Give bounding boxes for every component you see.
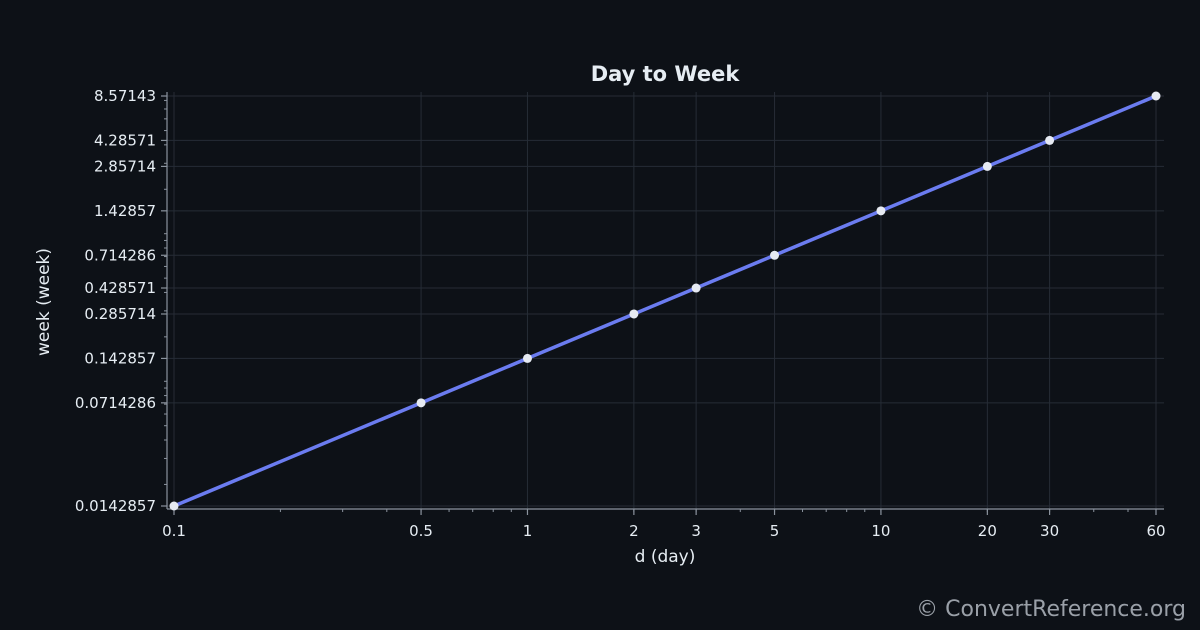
y-tick-label: 0.428571 (84, 279, 156, 297)
y-tick-label: 0.142857 (84, 349, 156, 367)
data-point (770, 250, 780, 260)
x-tick-label: 5 (770, 522, 780, 540)
x-tick-label: 30 (1040, 522, 1059, 540)
data-point (1151, 91, 1161, 101)
data-point (416, 398, 426, 408)
data-point (1045, 135, 1055, 145)
y-tick-label: 0.0714286 (75, 394, 156, 412)
data-point (629, 309, 639, 319)
y-tick-label: 8.57143 (94, 87, 156, 105)
y-tick-label: 1.42857 (94, 202, 156, 220)
x-tick-label: 0.5 (409, 522, 433, 540)
y-tick-label: 4.28571 (94, 131, 156, 149)
x-tick-label: 0.1 (162, 522, 186, 540)
x-tick-label: 60 (1146, 522, 1165, 540)
watermark: © ConvertReference.org (916, 597, 1186, 622)
x-tick-label: 20 (978, 522, 997, 540)
series-line (172, 94, 1158, 508)
y-tick-label: 2.85714 (94, 157, 156, 175)
x-tick-label: 1 (523, 522, 533, 540)
grid-layer (167, 92, 1164, 509)
x-tick-label: 3 (691, 522, 701, 540)
axis-layer: 0.1 0.5 1 2 3 5 10 20 30 60 0.0142857 0.0714286 0.14… (75, 87, 1166, 540)
y-tick-label: 0.285714 (84, 305, 156, 323)
x-axis-label: d (day) (635, 547, 696, 567)
x-tick-label: 2 (629, 522, 639, 540)
series-layer (169, 91, 1161, 511)
data-point (522, 353, 532, 363)
x-tick-label: 10 (871, 522, 890, 540)
y-tick-label: 0.0142857 (75, 497, 156, 515)
data-point (169, 501, 179, 511)
y-tick-label: 0.714286 (84, 246, 156, 264)
chart-title: Day to Week (591, 62, 741, 86)
data-point (982, 161, 992, 171)
y-axis-label: week (week) (34, 248, 54, 356)
data-point (876, 206, 886, 216)
data-point (691, 283, 701, 293)
